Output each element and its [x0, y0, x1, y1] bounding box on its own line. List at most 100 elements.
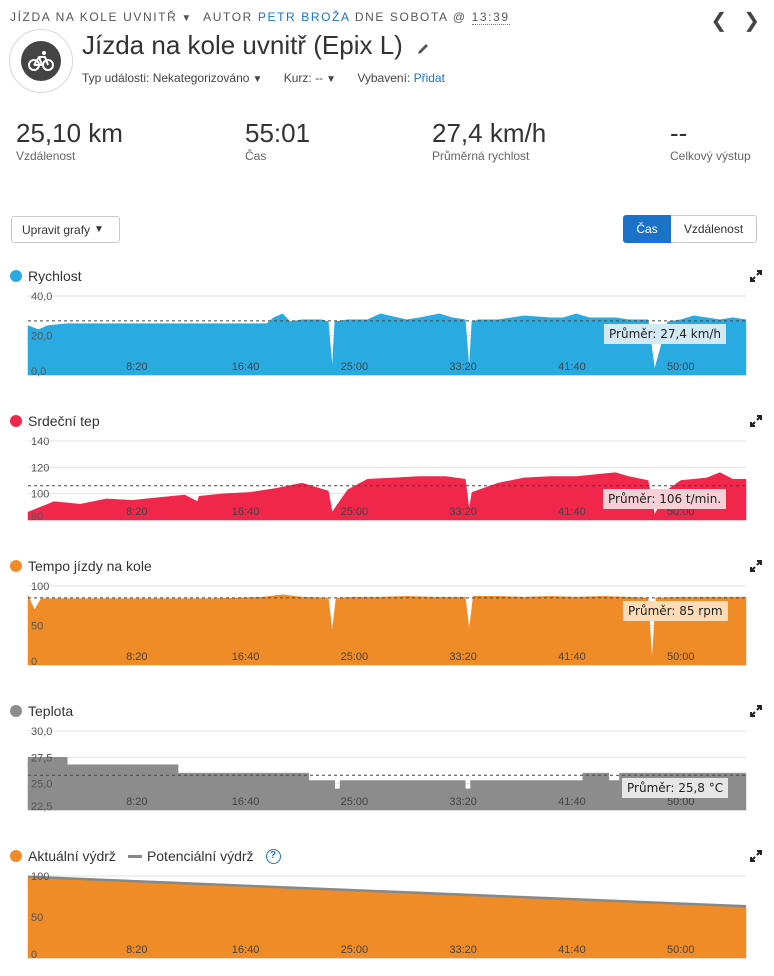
series-dot [10, 560, 22, 572]
x-tick-label: 25:00 [341, 506, 369, 518]
stat-label: Vzdálenost [16, 149, 76, 163]
y-tick-label: 27,5 [31, 752, 52, 764]
stat-total-ascent: -- Celkový výstup [670, 118, 751, 163]
y-tick-label: 0 [31, 949, 37, 961]
temperature-chart: Teplota 30,0 27,5 25,0 22,5 8:20 16:40 25:00 33… [0, 703, 774, 818]
speed-plot: 40,0 20,0 0,0 8:20 16:40 25:00 33:20 41:40 50:00 [27, 292, 747, 378]
help-icon[interactable]: ? [265, 848, 281, 864]
speed-chart: Rychlost 40,0 20,0 0,0 8:20 16:40 25:00 33:20 4… [0, 268, 774, 383]
x-tick-label: 50:00 [667, 796, 695, 808]
series-area [27, 757, 747, 811]
x-tick-label: 41:40 [558, 506, 586, 518]
heart-rate-plot: 140 120 100 80 8:20 16:40 25:00 33:20 41:40 50:00 [27, 437, 747, 523]
x-tick-label: 33:20 [449, 796, 477, 808]
stat-value: 27,4 km/h [432, 118, 547, 148]
y-tick-label: 100 [31, 489, 49, 501]
y-tick-label: 50 [31, 621, 43, 633]
x-tick-label: 41:40 [558, 796, 586, 808]
activity-type-link[interactable]: Jízda na kole uvnitř [10, 10, 178, 24]
caret-down-icon: ▼ [94, 224, 104, 235]
gear-label: Vybavení: [357, 71, 411, 85]
add-gear-link[interactable]: Přidat [413, 71, 445, 85]
x-tick-label: 8:20 [126, 944, 147, 956]
x-tick-label: 8:20 [126, 651, 147, 663]
x-tick-label: 16:40 [232, 506, 260, 518]
y-tick-label: 80 [31, 511, 43, 523]
caret-down-icon[interactable]: ▼ [326, 74, 336, 85]
x-tick-label: 50:00 [667, 506, 695, 518]
y-tick-label: 40,0 [31, 292, 52, 303]
toggle-distance[interactable]: Vzdálenost [671, 215, 757, 243]
activity-meta: Typ události: Nekategorizováno ▼ Kurz: --… [82, 71, 463, 85]
chart-header: Srdeční tep [10, 413, 100, 429]
series-area [27, 472, 747, 521]
course-select[interactable]: -- [315, 71, 324, 85]
x-tick-label: 25:00 [341, 944, 369, 956]
activity-type-avatar [9, 29, 73, 93]
stat-label: Čas [245, 149, 267, 163]
average-badge: Průměr: 85 rpm [623, 600, 728, 621]
x-tick-label: 41:40 [558, 651, 586, 663]
chart-title: Tempo jízdy na kole [28, 558, 152, 574]
y-tick-label: 50 [31, 912, 43, 924]
chevron-left-icon[interactable]: ❮ [710, 10, 728, 32]
stat-value: 55:01 [245, 118, 311, 148]
pencil-icon[interactable] [416, 32, 430, 63]
stamina-chart: Aktuální výdrž Potenciální výdrž ? 100 50… [0, 848, 774, 968]
cadence-plot: 100 50 0 8:20 16:40 25:00 33:20 41:40 50:00 [27, 582, 747, 668]
stat-distance: 25,10 km Vzdálenost [16, 118, 123, 163]
series-area [27, 313, 747, 376]
activity-title-text: Jízda na kole uvnitř (Epix L) [82, 30, 403, 60]
y-tick-label: 30,0 [31, 727, 52, 738]
author-link[interactable]: Petr Broža [257, 10, 350, 24]
x-tick-label: 8:20 [126, 361, 147, 373]
stat-value: 25,10 km [16, 118, 123, 148]
chart-title: Teplota [28, 703, 74, 719]
y-tick-label: 100 [31, 582, 49, 593]
toggle-time[interactable]: Čas [623, 215, 671, 243]
x-tick-label: 33:20 [449, 361, 477, 373]
x-tick-label: 33:20 [449, 944, 477, 956]
average-badge: Průměr: 106 t/min. [603, 488, 727, 509]
activity-navigation: ❮ ❯ [694, 8, 760, 33]
x-tick-label: 16:40 [232, 944, 260, 956]
x-tick-label: 16:40 [232, 651, 260, 663]
chart-header: Rychlost [10, 268, 82, 284]
course-label: Kurz: [283, 71, 312, 85]
x-tick-label: 16:40 [232, 796, 260, 808]
edit-charts-button[interactable]: Upravit grafy ▼ [11, 216, 120, 243]
series-dot [10, 850, 22, 862]
start-time: 13:39 [471, 10, 510, 25]
chart-header: Teplota [10, 703, 73, 719]
chart-title: Rychlost [28, 268, 82, 284]
y-tick-label: 100 [31, 872, 49, 883]
stat-time: 55:01 Čas [245, 118, 310, 163]
activity-title: Jízda na kole uvnitř (Epix L) [82, 30, 430, 63]
x-tick-label: 8:20 [126, 506, 147, 518]
chart-title: Srdeční tep [28, 413, 100, 429]
y-tick-label: 20,0 [31, 331, 52, 343]
chart-header: Tempo jízdy na kole [10, 558, 152, 574]
caret-down-icon[interactable]: ▼ [252, 74, 263, 85]
heart-rate-chart: Srdeční tep 140 120 100 80 8:20 16:40 25:00 33:… [0, 413, 774, 528]
event-type-select[interactable]: Nekategorizováno [152, 71, 250, 85]
average-badge: Průměr: 27,4 km/h [604, 323, 727, 344]
stat-value: -- [670, 118, 688, 148]
caret-down-icon[interactable]: ▼ [181, 13, 193, 24]
breadcrumb: Jízda na kole uvnitř ▼ Autor Petr Broža d… [10, 10, 510, 25]
x-tick-label: 25:00 [341, 651, 369, 663]
average-badge: Průměr: 25,8 °C [622, 778, 729, 799]
x-tick-label: 8:20 [126, 796, 147, 808]
author-label: Autor [203, 10, 253, 24]
chevron-right-icon[interactable]: ❯ [743, 10, 760, 32]
x-tick-label: 33:20 [449, 651, 477, 663]
series-dot [10, 270, 22, 282]
legend-current-stamina: Aktuální výdrž [28, 848, 116, 864]
y-tick-label: 0 [31, 656, 37, 668]
cadence-chart: Tempo jízdy na kole 100 50 0 8:20 16:40 25:00… [0, 558, 774, 673]
series-dot [10, 415, 22, 427]
potential-stamina-line [27, 875, 747, 908]
date-label: dne sobota @ [354, 10, 467, 24]
x-tick-label: 25:00 [341, 361, 369, 373]
y-tick-label: 22,5 [31, 801, 52, 813]
